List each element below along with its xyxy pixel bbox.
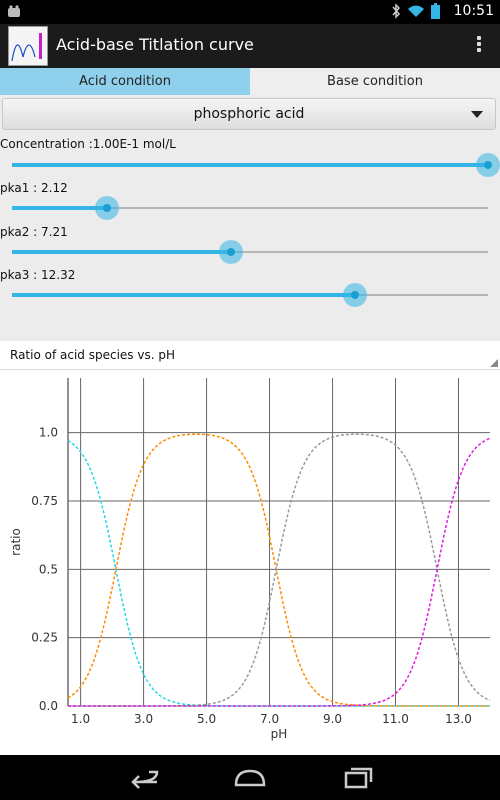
condition-tabs: Acid condition Base condition bbox=[0, 68, 500, 95]
bluetooth-icon bbox=[392, 3, 401, 19]
x-axis-label: pH bbox=[271, 727, 288, 741]
species-ratio-chart: 1.0 3.0 5.0 7.0 9.0 11.0 13.0 0.0 0.25 0.5 0.75 1.0… bbox=[9, 378, 491, 741]
tab-acid-condition[interactable]: Acid condition bbox=[0, 68, 250, 95]
y-axis-label: ratio bbox=[9, 528, 23, 556]
chart-selector[interactable]: Ratio of acid species vs. pH bbox=[0, 341, 500, 370]
y-tick-label: 1.0 bbox=[39, 426, 58, 440]
x-tick-label: 5.0 bbox=[197, 712, 216, 726]
series-h3po4-line bbox=[67, 440, 490, 707]
dropdown-arrow-icon bbox=[471, 111, 483, 118]
x-tick-label: 1.0 bbox=[71, 712, 90, 726]
recent-apps-icon[interactable] bbox=[338, 763, 378, 791]
series-h2po4-line bbox=[67, 433, 490, 707]
pka2-slider-thumb[interactable] bbox=[218, 240, 243, 264]
app-logo-graph-icon bbox=[11, 33, 42, 62]
pka2-label: pka2 : 7.21 bbox=[0, 225, 68, 239]
y-tick-label: 0.5 bbox=[39, 562, 58, 576]
battery-icon bbox=[431, 3, 440, 19]
main-content: Acid condition Base condition phosphoric… bbox=[0, 68, 500, 755]
pka3-slider[interactable] bbox=[12, 280, 488, 310]
y-tick-label: 0.0 bbox=[39, 699, 58, 713]
x-tick-label: 3.0 bbox=[134, 712, 153, 726]
concentration-slider-thumb[interactable] bbox=[476, 153, 500, 177]
pka3-label: pka3 : 12.32 bbox=[0, 268, 76, 282]
x-tick-label: 9.0 bbox=[323, 712, 342, 726]
y-tick-label: 0.25 bbox=[31, 631, 58, 645]
x-tick-label: 7.0 bbox=[260, 712, 279, 726]
chart-title: Ratio of acid species vs. pH bbox=[10, 348, 175, 362]
x-tick-label: 11.0 bbox=[382, 712, 409, 726]
status-icons bbox=[391, 3, 440, 19]
back-icon[interactable] bbox=[125, 763, 165, 791]
pka1-slider[interactable] bbox=[12, 193, 488, 223]
overflow-menu-icon[interactable] bbox=[476, 34, 482, 58]
x-tick-label: 13.0 bbox=[445, 712, 472, 726]
acid-selector-dropdown[interactable]: phosphoric acid bbox=[2, 98, 496, 130]
concentration-label: Concentration :1.00E-1 mol/L bbox=[0, 137, 176, 151]
wifi-icon bbox=[408, 5, 424, 17]
series-hpo4-line bbox=[68, 433, 491, 707]
home-icon[interactable] bbox=[230, 763, 270, 791]
acid-selector-value: phosphoric acid bbox=[193, 106, 305, 122]
pka1-slider-thumb[interactable] bbox=[95, 196, 120, 220]
controls-panel: phosphoric acid Concentration :1.00E-1 m… bbox=[0, 95, 500, 341]
action-bar: Acid-base Titlation curve bbox=[0, 24, 500, 68]
pka2-slider[interactable] bbox=[12, 237, 488, 267]
pka3-slider-thumb[interactable] bbox=[342, 283, 367, 307]
app-logo bbox=[8, 26, 48, 66]
app-title: Acid-base Titlation curve bbox=[56, 35, 254, 54]
status-time: 10:51 bbox=[453, 3, 494, 19]
series-po4-line bbox=[68, 437, 491, 707]
navigation-bar bbox=[0, 755, 500, 800]
pka1-label: pka1 : 2.12 bbox=[0, 181, 68, 195]
tab-base-condition[interactable]: Base condition bbox=[250, 68, 500, 95]
concentration-slider[interactable] bbox=[12, 150, 500, 180]
y-tick-label: 0.75 bbox=[31, 494, 58, 508]
chart-selector-indicator-icon bbox=[490, 359, 498, 367]
status-bar: 10:51 bbox=[0, 0, 500, 24]
android-debug-icon bbox=[8, 5, 20, 17]
